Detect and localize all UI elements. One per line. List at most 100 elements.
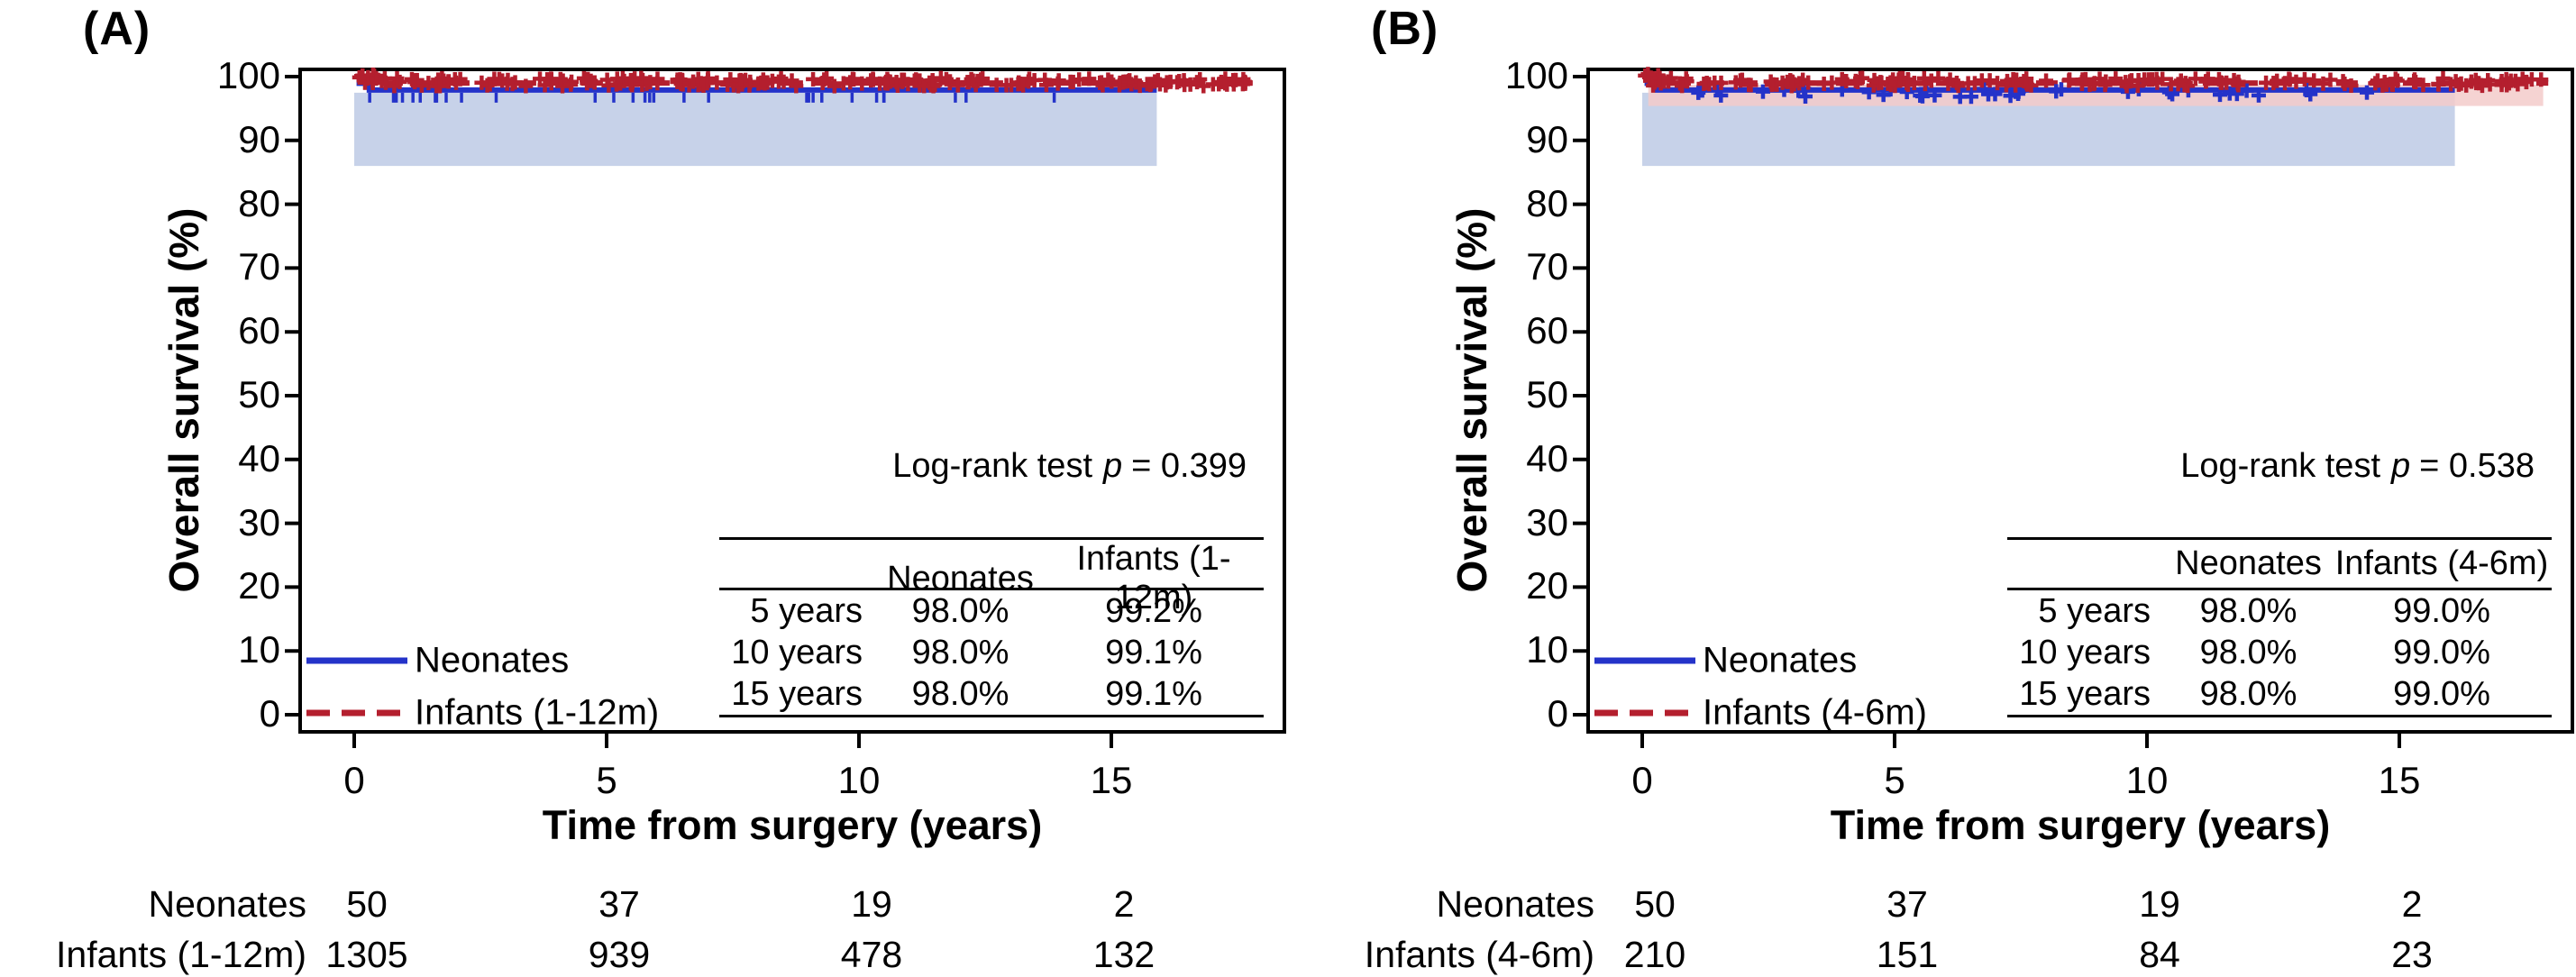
risk-count: 37: [598, 883, 640, 925]
risk-count: 37: [1886, 883, 1928, 925]
y-tick-label: 100: [216, 54, 280, 97]
x-axis-title: Time from surgery (years): [542, 802, 1043, 848]
survival-table-row: 5 years 98.0% 99.2%: [719, 590, 1264, 632]
panel-label: (B): [1371, 3, 1439, 55]
logrank-text: Log-rank test: [2180, 447, 2381, 485]
survival-value-neonates: 98.0%: [911, 633, 1009, 671]
risk-count: 478: [840, 934, 903, 975]
ci-band-neonates: [354, 92, 1157, 167]
survival-value-infants: 99.0%: [2393, 591, 2490, 630]
risk-count: 210: [1623, 934, 1686, 975]
y-tick-label: 90: [238, 117, 280, 160]
survival-value-infants: 99.2%: [1105, 591, 1202, 630]
survival-value-neonates: 98.0%: [2199, 674, 2297, 713]
plot-frame: [298, 68, 1286, 734]
survival-estimates-table: Neonates Infants (1-12m) 5 years 98.0% 9…: [719, 537, 1264, 717]
survival-value-infants: 99.1%: [1105, 633, 1202, 671]
y-tick-label: 70: [238, 245, 280, 288]
risk-count: 84: [2139, 934, 2180, 975]
y-tick-label: 80: [1526, 181, 1568, 224]
survival-table-row: 15 years 98.0% 99.0%: [2007, 673, 2552, 715]
logrank-p-symbol: p: [1103, 447, 1123, 485]
survival-table-row: 10 years 98.0% 99.0%: [2007, 632, 2552, 673]
y-tick-label: 20: [1526, 564, 1568, 607]
survival-table-header-row: Neonates Infants (1-12m): [719, 540, 1264, 616]
survival-value-neonates: 98.0%: [2199, 633, 2297, 671]
legend-label-infants: Infants (4-6m): [1703, 692, 1927, 733]
censor-marks: [368, 92, 1056, 103]
survival-estimates-table: Neonates Infants (4-6m) 5 years 98.0% 99…: [2007, 537, 2552, 717]
risk-row-label: Infants (4-6m): [1364, 934, 1594, 975]
y-tick-label: 40: [238, 436, 280, 479]
x-tick-label: 0: [1631, 759, 1653, 801]
risk-count: 1305: [325, 934, 408, 975]
survival-table-header-infants: Infants (4-6m): [2334, 544, 2549, 582]
censor-marks: [358, 70, 1253, 94]
censor-marks-start-cluster: [352, 67, 384, 87]
risk-row-label: Neonates: [148, 883, 306, 925]
survival-period: 10 years: [2019, 633, 2151, 671]
km-plot-svg: [285, 67, 1286, 748]
x-tick-label: 5: [596, 759, 617, 801]
survival-value-neonates: 98.0%: [2199, 591, 2297, 630]
y-tick-label: 30: [1526, 500, 1568, 543]
censor-marks-start-cluster: [1638, 67, 1667, 87]
survival-value-infants: 99.1%: [1105, 674, 1202, 713]
survival-period: 5 years: [750, 591, 863, 630]
y-tick-label: 60: [238, 309, 280, 352]
survival-period: 5 years: [2038, 591, 2151, 630]
logrank-value: = 0.538: [2419, 447, 2535, 485]
risk-count: 50: [346, 883, 388, 925]
survival-table-row: 5 years 98.0% 99.0%: [2007, 590, 2552, 632]
survival-value-infants: 99.0%: [2393, 674, 2490, 713]
survival-period: 15 years: [731, 674, 863, 713]
x-tick-label: 10: [837, 759, 881, 801]
y-tick-label: 70: [1526, 245, 1568, 288]
logrank-text: Log-rank test: [892, 447, 1093, 485]
km-plot-svg: [1573, 67, 2574, 748]
risk-count: 151: [1876, 934, 1939, 975]
censor-marks: [1646, 70, 2549, 94]
y-tick-label: 90: [1526, 117, 1568, 160]
y-tick-label: 100: [1504, 54, 1568, 97]
y-tick-label: 40: [1526, 436, 1568, 479]
risk-count: 132: [1092, 934, 1156, 975]
survival-value-infants: 99.0%: [2393, 633, 2490, 671]
risk-count: 50: [1634, 883, 1676, 925]
y-tick-label: 50: [1526, 373, 1568, 416]
survival-table-header-row: Neonates Infants (4-6m): [2007, 540, 2552, 590]
risk-row-label: Neonates: [1436, 883, 1594, 925]
logrank-p-symbol: p: [2391, 447, 2411, 485]
x-tick-label: 15: [1090, 759, 1133, 801]
y-tick-label: 20: [238, 564, 280, 607]
logrank-annotation: Log-rank test p = 0.538: [2180, 447, 2535, 486]
panel-label: (A): [83, 3, 151, 55]
survival-table-header-neonates: Neonates: [2175, 544, 2322, 582]
y-tick-label: 0: [1547, 692, 1568, 735]
x-tick-label: 0: [343, 759, 365, 801]
survival-table-row: 15 years 98.0% 99.1%: [719, 673, 1264, 715]
legend-label-infants: Infants (1-12m): [415, 692, 660, 733]
y-tick-label: 10: [238, 628, 280, 671]
risk-count: 19: [2139, 883, 2180, 925]
survival-table-header-neonates: Neonates: [887, 559, 1034, 598]
y-tick-label: 30: [238, 500, 280, 543]
legend-label-neonates: Neonates: [1703, 640, 1858, 680]
panel-A: (A) Overall survival (%) Time from surge…: [56, 3, 1286, 975]
risk-count: 19: [851, 883, 892, 925]
survival-table-header-infants: Infants (1-12m): [1076, 540, 1231, 616]
y-tick-label: 80: [238, 181, 280, 224]
risk-count: 2: [2401, 883, 2423, 925]
y-tick-label: 0: [259, 692, 280, 735]
risk-row-label: Infants (1-12m): [56, 934, 306, 975]
survival-table-row: 10 years 98.0% 99.1%: [719, 632, 1264, 673]
y-tick-label: 10: [1526, 628, 1568, 671]
logrank-value: = 0.399: [1131, 447, 1247, 485]
panel-B: (B) Overall survival (%) Time from surge…: [1288, 0, 2576, 977]
legend-label-neonates: Neonates: [415, 640, 570, 680]
survival-period: 15 years: [2019, 674, 2151, 713]
y-tick-label: 60: [1526, 309, 1568, 352]
y-tick-label: 50: [238, 373, 280, 416]
plot-frame: [1586, 68, 2574, 734]
